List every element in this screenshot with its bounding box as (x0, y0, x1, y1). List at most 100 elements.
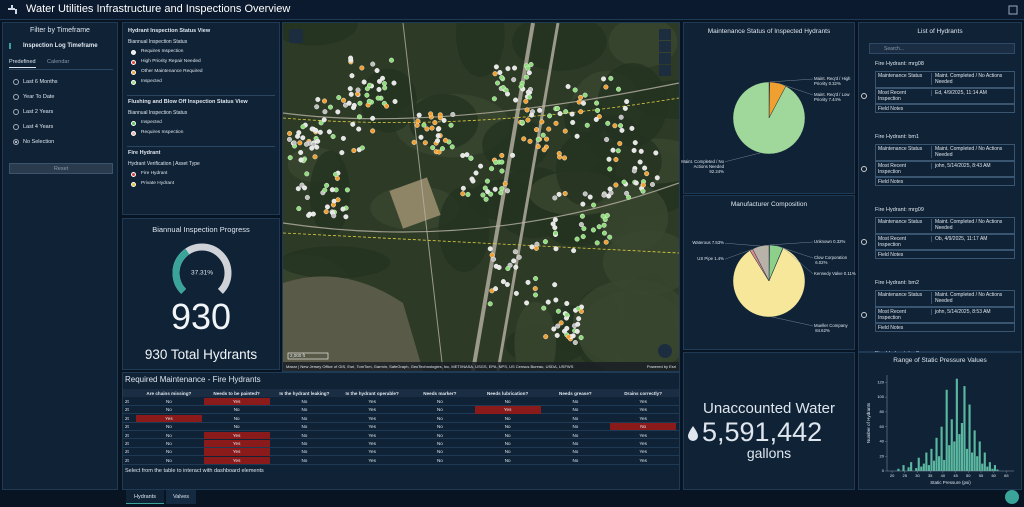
list-radio[interactable] (861, 93, 867, 99)
map-tool-button[interactable] (659, 53, 671, 64)
pie-label: Clow Corporation 6.02% (814, 255, 858, 265)
list-radio[interactable] (861, 239, 867, 245)
map-hydrant (528, 62, 534, 68)
hydrant-card-title[interactable]: Fire Hydrant: mrg08 (875, 61, 924, 67)
table-cell: No (165, 449, 172, 455)
map-hydrant (556, 151, 562, 157)
radio-button[interactable] (13, 79, 19, 85)
histogram-bar (976, 456, 979, 471)
search-box[interactable]: Search... (869, 43, 1015, 54)
table-row[interactable] (123, 448, 679, 457)
map-hydrant (460, 185, 466, 191)
bottom-tab[interactable]: Valves (166, 490, 196, 504)
map-hydrant (388, 57, 394, 63)
legend-symbol (131, 171, 136, 177)
hydrant-card-title[interactable]: Fire Hydrant: bm1 (875, 134, 920, 140)
map-hydrant (619, 127, 625, 133)
radio-button[interactable] (13, 124, 19, 130)
map-hydrant (442, 137, 448, 143)
table-row[interactable] (123, 456, 679, 465)
map-hydrant (610, 147, 616, 153)
list-radio[interactable] (861, 312, 867, 318)
map-hydrant (435, 133, 441, 139)
refresh-button[interactable] (1004, 489, 1020, 505)
radio-button[interactable] (13, 94, 19, 100)
map-hydrant (523, 98, 529, 104)
map-tool-button[interactable] (659, 41, 671, 52)
filter-tab[interactable]: Predefined (9, 59, 36, 68)
table-row[interactable] (123, 397, 679, 406)
pie-label-value: 0.11% (843, 271, 856, 276)
map-hydrant (460, 153, 466, 159)
histogram-bar (930, 448, 933, 471)
map-hydrant (552, 225, 558, 231)
map-hydrant (512, 65, 518, 71)
map-hydrant (511, 258, 517, 264)
table-cell: No (233, 424, 240, 430)
y-tick-label: 20 (880, 453, 885, 458)
map-scale-bar (287, 352, 329, 360)
pie-leader-line (724, 152, 761, 162)
header-title: Water Utilities Infrastructure and Inspe… (26, 3, 291, 15)
table-row[interactable] (123, 431, 679, 440)
table-header-row (123, 389, 679, 398)
row-id: 2t (125, 424, 129, 430)
radio-button[interactable] (13, 109, 19, 115)
map-hydrant (489, 252, 495, 258)
histogram-bar (993, 465, 997, 471)
list-radio[interactable] (861, 166, 867, 172)
filter-option[interactable]: Year To Date (23, 93, 55, 100)
legend-symbol (131, 181, 136, 187)
map-hydrant (370, 61, 376, 67)
map-hydrant (601, 192, 607, 198)
filter-option[interactable]: Last 6 Months (23, 78, 58, 85)
filter-tab[interactable]: Calendar (47, 59, 70, 65)
field-value: Ob, 4/9/2025, 11:17 AM (931, 236, 1013, 242)
header-icon (1008, 5, 1018, 15)
histogram-title: Range of Static Pressure Values (893, 357, 987, 364)
section-divider (127, 146, 275, 147)
field-label: Field Notes (878, 252, 904, 258)
table-cell: Yes (639, 415, 647, 421)
table-cell: No (165, 398, 172, 404)
filter-option[interactable]: No Selection (23, 138, 55, 145)
table-row[interactable] (123, 406, 679, 415)
filter-option[interactable]: Last 2 Years (23, 108, 54, 115)
table-panel: Required Maintenance - Fire Hydrants Are … (122, 372, 680, 490)
table-cell: No (436, 440, 443, 446)
table-row[interactable] (123, 423, 679, 431)
histogram-bar (991, 468, 994, 471)
table-row[interactable] (123, 439, 679, 448)
histogram-bar (945, 389, 948, 471)
map-hydrant (504, 281, 510, 287)
filter-option[interactable]: Last 4 Years (23, 123, 54, 130)
map-hydrant (624, 99, 630, 105)
map-marsh (283, 276, 423, 371)
reset-button[interactable]: Reset (9, 163, 113, 174)
bottom-tab[interactable]: Hydrants (126, 490, 164, 504)
table-row[interactable] (123, 414, 679, 423)
map-tree-cover (512, 23, 607, 71)
field-row (875, 217, 1015, 234)
map-hydrant (638, 148, 644, 154)
pie-label-name: Waterous (692, 240, 711, 246)
table-cell: No (165, 424, 172, 430)
map-hydrant (604, 137, 610, 143)
table-cell: No (504, 398, 511, 404)
histogram-bar (950, 419, 953, 471)
map-hydrant (300, 124, 306, 130)
map-hydrant (493, 64, 499, 70)
table-cell: No (504, 457, 511, 463)
radio-button[interactable] (13, 139, 19, 145)
hydrant-card-title[interactable]: Fire Hydrant: mrg09 (875, 207, 924, 213)
hydrant-card-title[interactable]: Fire Hydrant: bm2 (875, 280, 920, 286)
map-hydrant (499, 186, 505, 192)
map-hydrant (330, 202, 336, 208)
map-tool-button[interactable] (659, 65, 671, 76)
map-tool-button[interactable] (659, 29, 671, 40)
map-hydrant (356, 126, 362, 132)
map-compass[interactable] (658, 344, 672, 358)
histogram-bar (935, 437, 938, 471)
map-search-button[interactable] (289, 29, 303, 43)
map-hydrant (608, 75, 614, 81)
